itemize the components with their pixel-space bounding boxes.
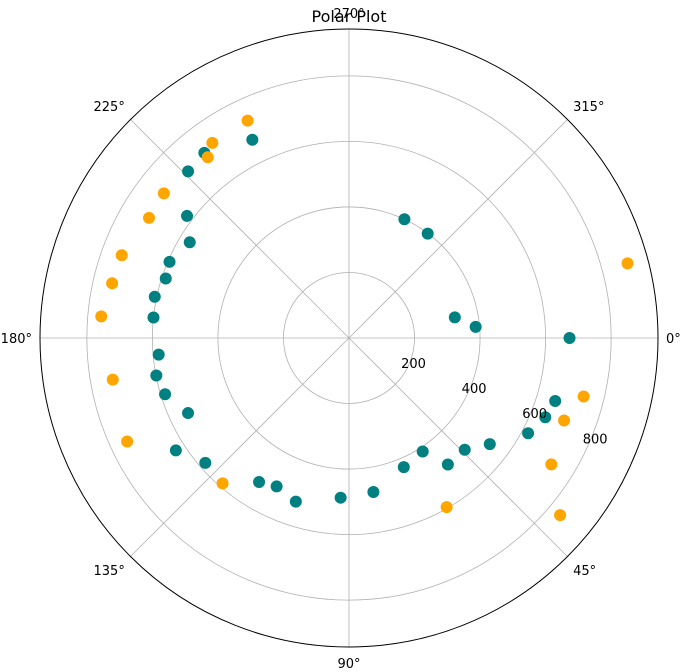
data-point-series-2	[558, 414, 571, 427]
theta-tick-label: 270°	[333, 7, 364, 22]
data-point-series-1	[522, 427, 535, 440]
angular-gridline	[348, 337, 568, 557]
data-point-series-1	[253, 475, 266, 488]
tick-labels: 0° 45° 90° 135° 180° 225° 270° 315° 200 400 600 800	[1, 7, 681, 672]
theta-tick-label: 225°	[94, 100, 125, 115]
data-point-series-1	[483, 438, 496, 451]
data-point-series-1	[163, 255, 176, 268]
grid-layer	[39, 28, 659, 648]
theta-tick-label: 45°	[573, 564, 596, 579]
data-point-series-2	[554, 509, 567, 522]
data-point-series-2	[106, 373, 119, 386]
theta-tick-label: 315°	[573, 100, 604, 115]
data-point-series-1	[563, 332, 576, 344]
data-point-series-1	[448, 311, 461, 324]
data-point-series-2	[440, 501, 453, 514]
polar-frame	[39, 28, 659, 648]
data-point-series-1	[469, 320, 482, 333]
data-point-series-1	[549, 395, 562, 408]
r-tick-label: 600	[522, 407, 547, 422]
data-point-series-2	[143, 211, 156, 224]
data-point-series-1	[152, 348, 165, 361]
data-point-series-1	[270, 480, 283, 493]
data-point-series-1	[159, 272, 172, 285]
theta-tick-label: 90°	[337, 657, 360, 672]
data-point-series-2	[106, 277, 119, 290]
data-point-series-1	[147, 311, 160, 324]
data-point-series-1	[539, 411, 552, 424]
data-point-series-2	[201, 151, 214, 164]
data-points	[95, 114, 634, 522]
r-tick-label: 800	[583, 432, 608, 447]
data-point-series-2	[545, 458, 558, 471]
angular-gridline	[348, 119, 568, 339]
data-point-series-2	[115, 249, 128, 262]
data-point-series-1	[183, 236, 196, 249]
data-point-series-1	[416, 445, 429, 458]
data-point-series-2	[206, 136, 219, 149]
theta-tick-label: 0°	[666, 332, 681, 347]
data-point-series-2	[241, 114, 254, 127]
data-point-series-1	[148, 290, 161, 303]
theta-tick-label: 180°	[1, 332, 32, 347]
data-point-series-2	[121, 435, 134, 448]
angular-gridline	[130, 337, 350, 557]
data-point-series-1	[441, 458, 454, 471]
data-point-series-1	[182, 407, 195, 420]
r-tick-label: 200	[401, 357, 426, 372]
data-point-series-1	[458, 443, 471, 456]
data-point-series-1	[246, 133, 259, 146]
data-point-series-2	[157, 187, 170, 200]
data-point-series-2	[216, 477, 229, 490]
data-point-series-2	[95, 310, 108, 323]
data-point-series-1	[398, 213, 411, 226]
data-point-series-1	[421, 227, 434, 240]
data-point-series-2	[577, 390, 590, 403]
angular-gridline	[130, 119, 350, 339]
data-point-series-1	[169, 444, 182, 457]
data-point-series-1	[159, 388, 172, 401]
data-point-series-2	[621, 257, 634, 270]
data-point-series-1	[334, 491, 347, 504]
data-point-series-1	[181, 209, 194, 222]
r-tick-label: 400	[462, 382, 487, 397]
data-point-series-1	[289, 495, 302, 508]
chart-title: Polar Plot	[312, 7, 387, 26]
data-point-series-1	[199, 456, 212, 469]
data-point-series-1	[367, 486, 380, 499]
data-point-series-1	[150, 369, 163, 382]
data-point-series-1	[182, 165, 195, 178]
theta-tick-label: 135°	[94, 564, 125, 579]
data-point-series-1	[397, 461, 410, 474]
